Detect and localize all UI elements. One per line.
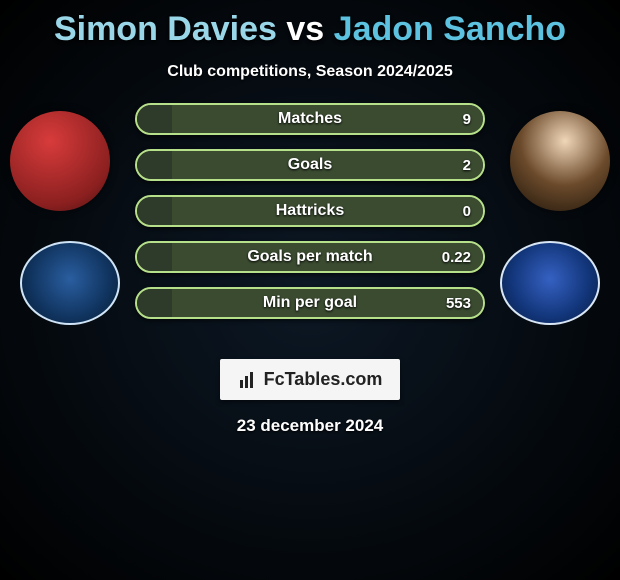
stat-value-right: 9 [463,105,471,133]
stat-value-right: 2 [463,151,471,179]
stat-row: Goals per match0.22 [135,241,485,273]
player2-avatar [510,111,610,211]
title-player2: Jadon Sancho [334,10,566,48]
player1-club-crest [20,241,120,325]
stat-row: Hattricks0 [135,195,485,227]
player1-avatar [10,111,110,211]
stats-bars: Matches9Goals2Hattricks0Goals per match0… [135,103,485,333]
stat-label: Goals per match [137,243,483,271]
brand-area: FcTables.com [0,359,620,400]
brand-pill: FcTables.com [220,359,401,400]
page-title: Simon Davies vs Jadon Sancho [0,0,620,49]
date-label: 23 december 2024 [0,416,620,436]
stat-label: Hattricks [137,197,483,225]
stat-label: Goals [137,151,483,179]
title-vs: vs [286,10,324,48]
stat-label: Min per goal [137,289,483,317]
bar-chart-icon [238,370,258,390]
stat-row: Goals2 [135,149,485,181]
subtitle: Club competitions, Season 2024/2025 [0,63,620,81]
stat-value-right: 0.22 [442,243,471,271]
player2-club-crest [500,241,600,325]
stat-row: Matches9 [135,103,485,135]
stat-value-right: 553 [446,289,471,317]
brand-text: FcTables.com [264,369,383,390]
stat-label: Matches [137,105,483,133]
stat-row: Min per goal553 [135,287,485,319]
title-player1: Simon Davies [54,10,277,48]
comparison-area: Matches9Goals2Hattricks0Goals per match0… [0,111,620,351]
stat-value-right: 0 [463,197,471,225]
